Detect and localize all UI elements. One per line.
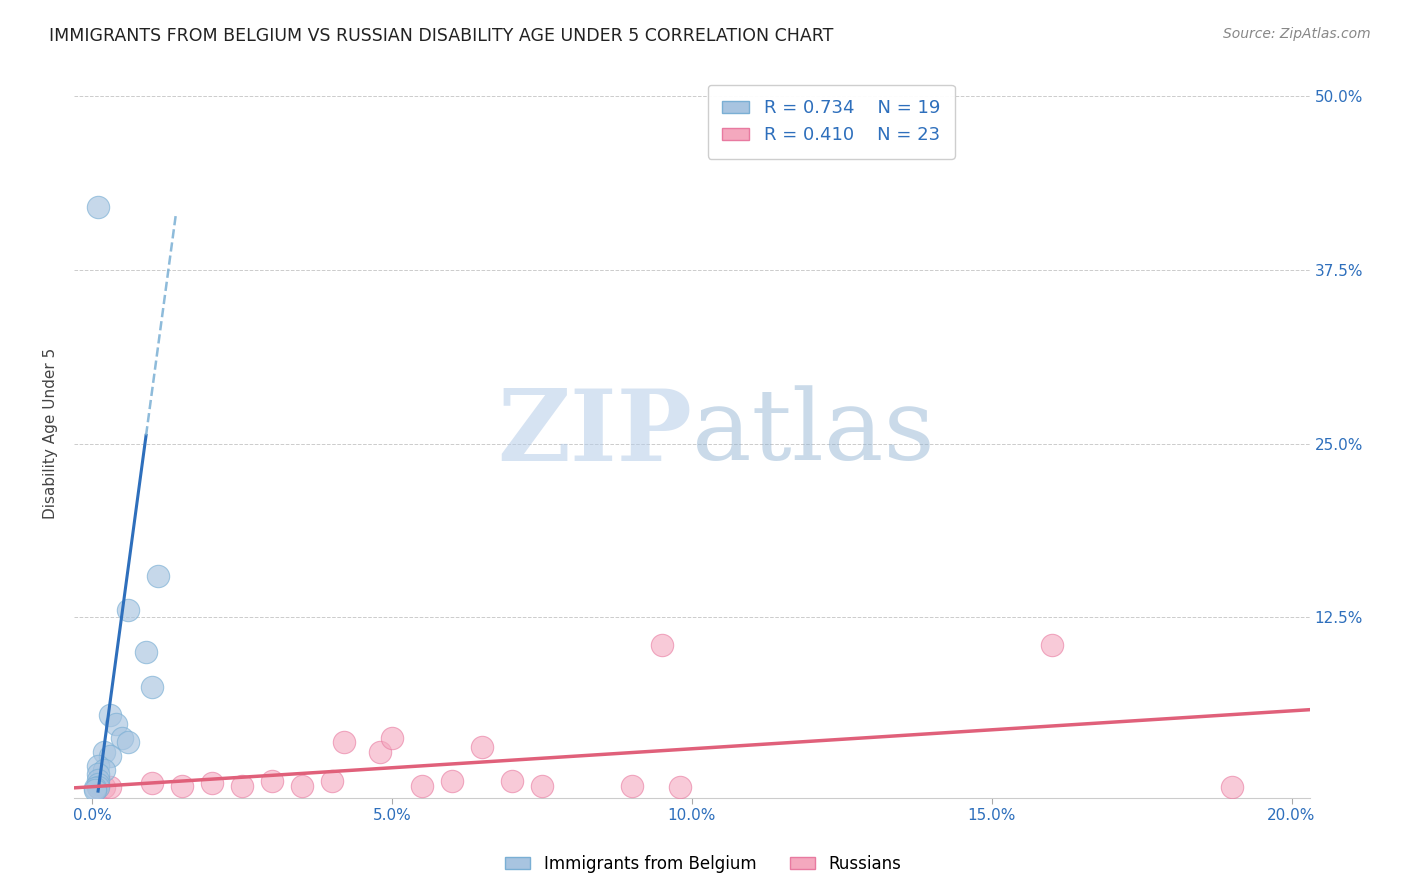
Point bbox=[321, 774, 343, 789]
Point bbox=[84, 782, 107, 797]
Point bbox=[141, 680, 163, 694]
Point bbox=[141, 776, 163, 790]
Point bbox=[93, 764, 115, 778]
Point bbox=[669, 780, 692, 794]
Point bbox=[231, 779, 253, 793]
Point bbox=[87, 201, 110, 215]
Point bbox=[651, 638, 673, 652]
Text: ZIP: ZIP bbox=[496, 384, 692, 482]
Point bbox=[471, 739, 494, 754]
Point bbox=[105, 717, 128, 731]
Point bbox=[620, 779, 643, 793]
Point bbox=[117, 603, 139, 617]
Point bbox=[98, 707, 121, 722]
Point bbox=[1040, 638, 1063, 652]
Point bbox=[333, 735, 356, 749]
Point bbox=[146, 568, 169, 582]
Point bbox=[291, 779, 314, 793]
Legend: R = 0.734    N = 19, R = 0.410    N = 23: R = 0.734 N = 19, R = 0.410 N = 23 bbox=[707, 85, 955, 159]
Point bbox=[411, 779, 433, 793]
Point bbox=[201, 776, 224, 790]
Point bbox=[87, 759, 110, 773]
Text: IMMIGRANTS FROM BELGIUM VS RUSSIAN DISABILITY AGE UNDER 5 CORRELATION CHART: IMMIGRANTS FROM BELGIUM VS RUSSIAN DISAB… bbox=[49, 27, 834, 45]
Point bbox=[98, 780, 121, 794]
Point bbox=[87, 780, 110, 794]
Point bbox=[1220, 780, 1243, 794]
Text: atlas: atlas bbox=[692, 385, 935, 481]
Point bbox=[84, 781, 107, 796]
Point bbox=[87, 777, 110, 791]
Point bbox=[93, 745, 115, 759]
Text: Source: ZipAtlas.com: Source: ZipAtlas.com bbox=[1223, 27, 1371, 41]
Point bbox=[87, 780, 110, 794]
Point bbox=[117, 735, 139, 749]
Point bbox=[368, 745, 391, 759]
Legend: Immigrants from Belgium, Russians: Immigrants from Belgium, Russians bbox=[499, 848, 907, 880]
Y-axis label: Disability Age Under 5: Disability Age Under 5 bbox=[44, 348, 58, 519]
Point bbox=[501, 774, 523, 789]
Point bbox=[530, 779, 553, 793]
Point bbox=[135, 645, 157, 659]
Point bbox=[170, 779, 193, 793]
Point bbox=[440, 774, 463, 789]
Point bbox=[260, 774, 283, 789]
Point bbox=[381, 731, 404, 746]
Point bbox=[87, 772, 110, 787]
Point bbox=[93, 780, 115, 794]
Point bbox=[111, 731, 134, 746]
Point bbox=[98, 749, 121, 764]
Point bbox=[87, 767, 110, 781]
